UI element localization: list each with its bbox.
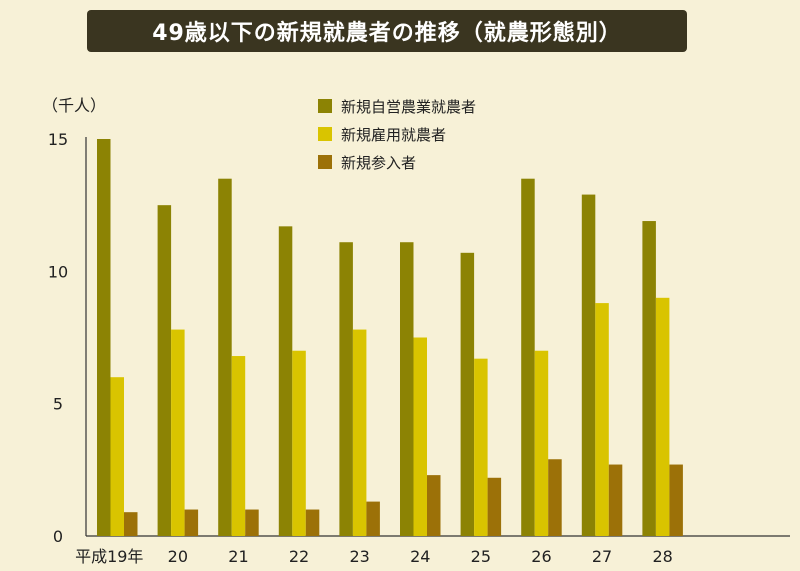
legend-label-self-employed: 新規自営農業就農者 [341,97,477,116]
y-tick-label: 5 [53,395,63,414]
bar-new-entrant [669,464,683,536]
bar-new-entrant [124,512,138,536]
bar-new-entrant [427,475,441,536]
bar-new-entrant [305,509,320,536]
legend-label-employed: 新規雇用就農者 [341,125,447,144]
bar-new-entrant [608,464,623,536]
bar-employed [655,297,670,536]
x-tick-label: 28 [652,547,672,566]
x-tick-label: 27 [592,547,612,566]
bar-new-entrant [245,509,259,536]
y-tick-label: 15 [48,130,68,149]
x-tick-label: 26 [531,547,551,566]
x-tick-label: 24 [410,547,430,566]
bar-new-entrant [487,477,502,536]
bar-self-employed [97,139,111,536]
bar-new-entrant [184,509,199,536]
legend-swatch-employed [318,127,332,141]
x-tick-label: 22 [289,547,309,566]
y-tick-label: 0 [53,527,63,546]
legend-item-new-entrant: 新規参入者 [318,148,476,176]
x-tick-label: 20 [168,547,188,566]
bar-employed [171,329,185,536]
y-axis-unit-label: （千人） [42,96,107,115]
legend-swatch-self-employed [318,99,332,113]
bar-employed [292,350,306,536]
bar-self-employed [339,242,353,536]
bar-employed [110,377,124,536]
bar-self-employed [278,226,293,536]
bar-self-employed [581,194,596,536]
legend-item-employed: 新規雇用就農者 [318,120,476,148]
legend-swatch-new-entrant [318,155,332,169]
bar-employed [534,350,549,536]
y-tick-label: 10 [48,262,68,281]
x-tick-label: 23 [349,547,369,566]
bar-self-employed [218,178,232,536]
bar-self-employed [400,242,414,536]
bar-employed [595,303,609,536]
bar-new-entrant [548,459,562,536]
chart-title: 49歳以下の新規就農者の推移（就農形態別） [87,10,687,52]
bar-self-employed [157,205,172,536]
bar-self-employed [642,221,656,536]
legend-label-new-entrant: 新規参入者 [341,153,417,172]
bar-self-employed [521,178,535,536]
legend: 新規自営農業就農者 新規雇用就農者 新規参入者 [318,92,476,176]
legend-item-self-employed: 新規自営農業就農者 [318,92,476,120]
bar-employed [352,329,367,536]
bar-employed [231,356,246,536]
x-tick-label: 25 [471,547,491,566]
bar-new-entrant [366,501,380,536]
x-tick-label: 平成19年 [75,547,143,566]
bar-self-employed [460,252,475,536]
x-tick-label: 21 [228,547,248,566]
bar-employed [474,358,488,536]
bar-employed [413,337,427,536]
